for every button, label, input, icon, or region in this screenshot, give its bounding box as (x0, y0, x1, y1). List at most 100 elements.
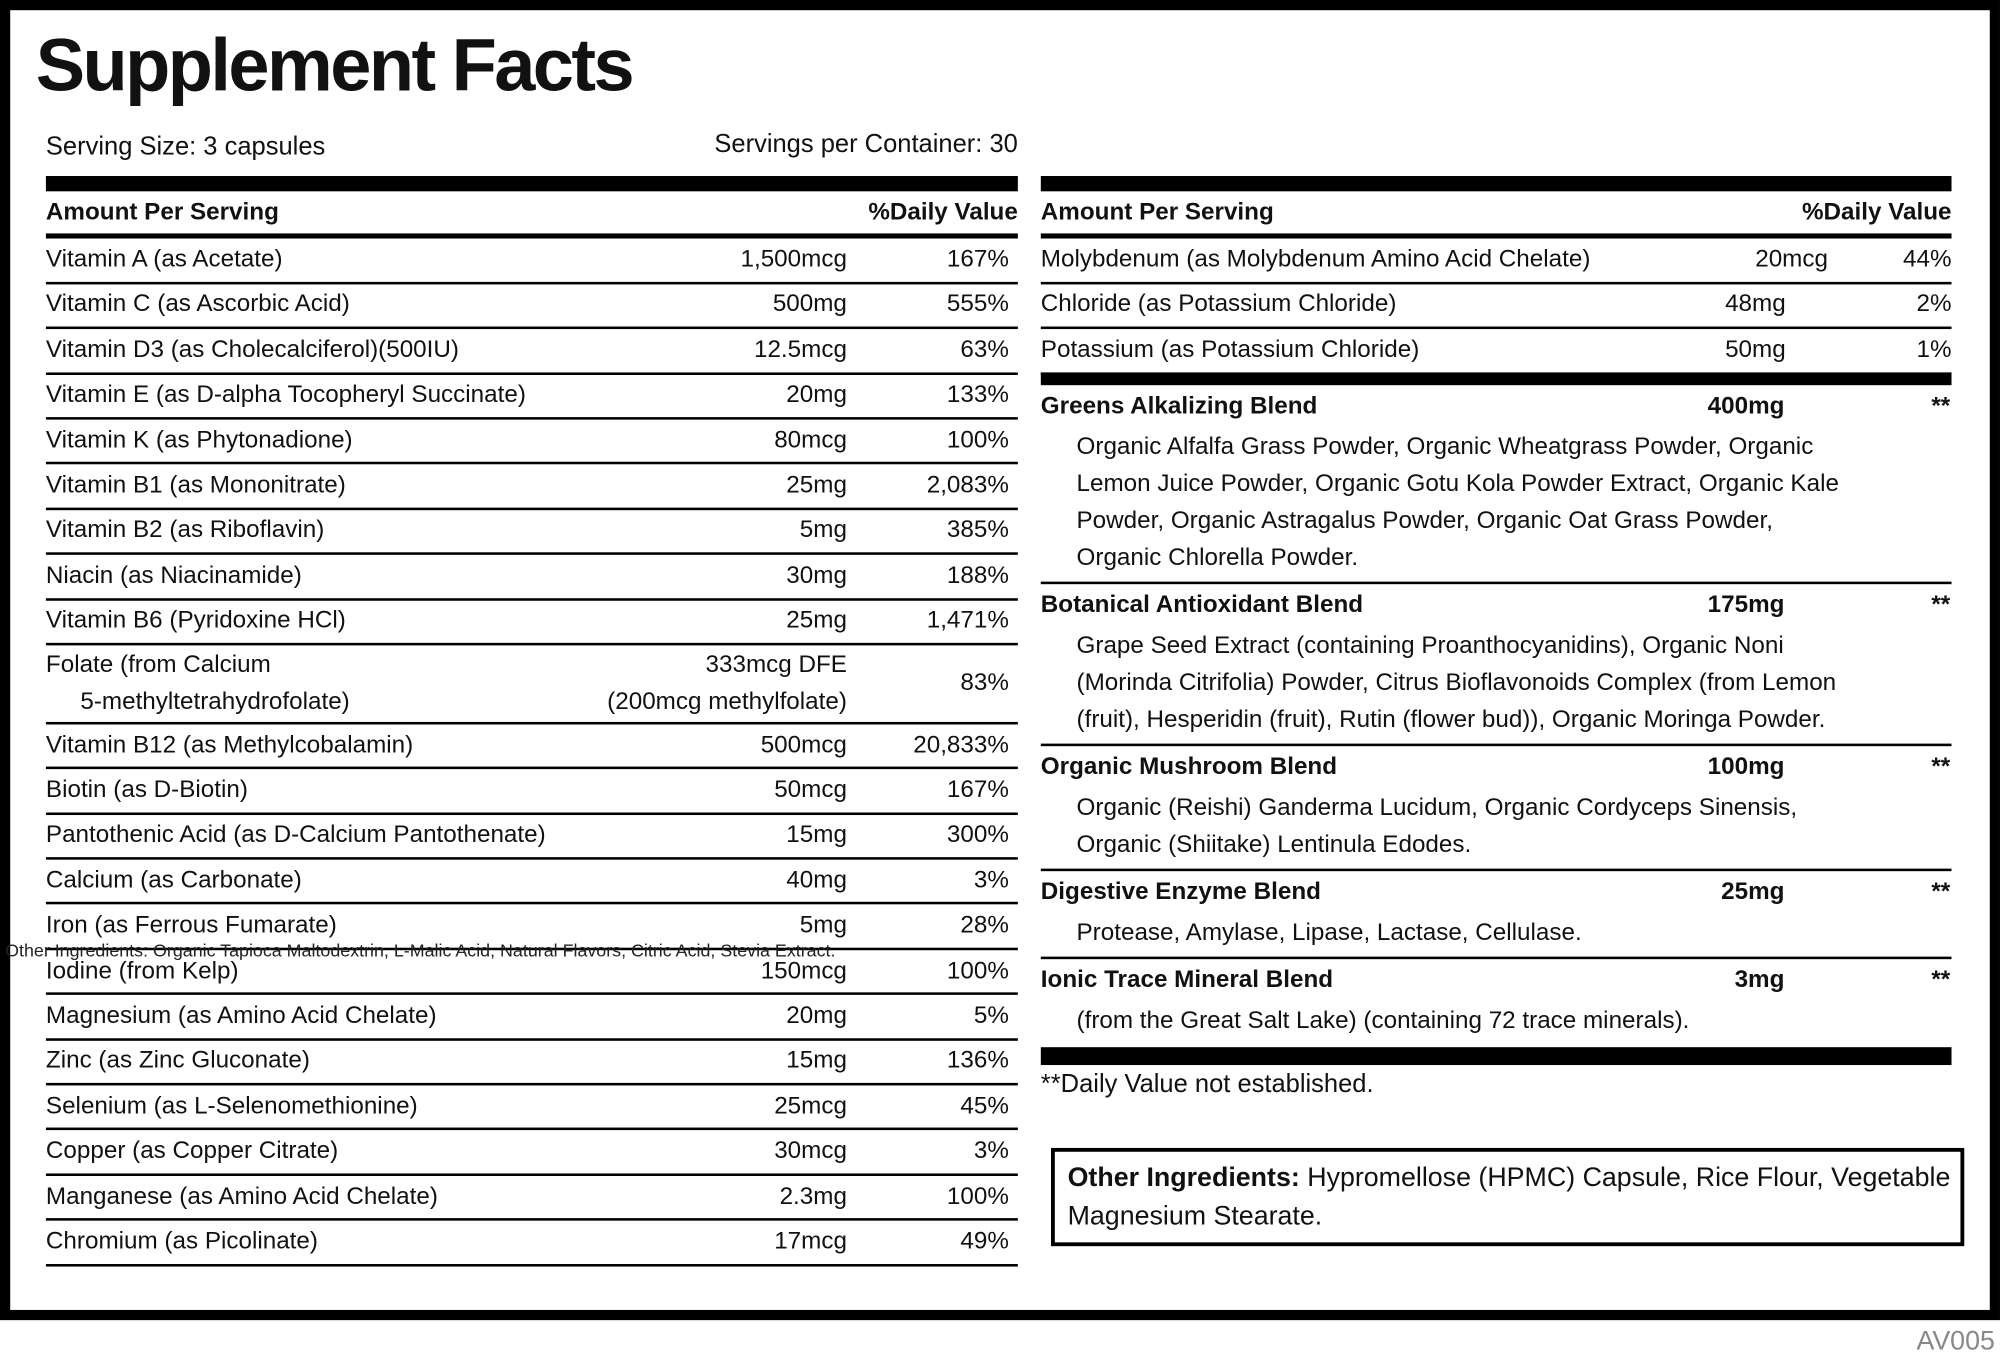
nutrient-name: Vitamin E (as D-alpha Tocopheryl Succina… (45, 381, 526, 409)
nutrient-dv: 100% (946, 957, 1009, 985)
blend: Digestive Enzyme Blend 25mg ** Protease, Am… (1040, 871, 1952, 959)
nutrient-name: Magnesium (as Amino Acid Chelate) (45, 1002, 437, 1030)
nutrient-dv: 44% (1903, 246, 1952, 274)
serving-size: Serving Size: 3 capsules (45, 132, 326, 161)
nutrient-dv: 28% (960, 912, 1009, 939)
nutrient-row: Vitamin B1 (as Mononitrate) 25mg 2,083% (45, 465, 1018, 510)
nutrient-dv: 133% (946, 381, 1009, 409)
nutrient-row: Vitamin D3 (as Cholecalciferol)(500IU) 12… (45, 329, 1018, 375)
nutrient-row: Iron (as Ferrous Fumarate) 5mg 28% (45, 905, 1018, 951)
nutrient-row: Selenium (as L-Selenomethionine) 25mcg 45% (45, 1085, 1018, 1131)
nutrient-row: Vitamin A (as Acetate) 1,500mcg 167% (45, 239, 1018, 285)
blend-name: Ionic Trace Mineral Blend (1040, 966, 1334, 994)
blend-header: Greens Alkalizing Blend 400mg ** (1041, 385, 1952, 428)
nutrient-dv: 45% (960, 1092, 1009, 1120)
blend-amount: 25mg (1721, 878, 1785, 906)
product-code: AV005 (1916, 1326, 1995, 1356)
blend-description: Organic (Reishi) Ganderma Lucidum, Organ… (1076, 794, 1798, 858)
nutrient-amount: 20mcg (1755, 246, 1828, 274)
blend-name: Organic Mushroom Blend (1040, 753, 1338, 781)
thick-rule (1040, 371, 1952, 385)
nutrient-name: Calcium (as Carbonate) (45, 867, 302, 894)
nutrient-amount: 20mg (786, 381, 847, 409)
nutrient-name: Biotin (as D-Biotin) (45, 776, 248, 804)
nutrient-dv: 2% (1916, 291, 1952, 319)
nutrient-name: Pantothenic Acid (as D-Calcium Pantothen… (45, 821, 546, 849)
nutrient-name: Niacin (as Niacinamide) (45, 562, 302, 590)
blend: Organic Mushroom Blend 100mg ** Organic (Re… (1040, 746, 1952, 871)
blend-amount: 3mg (1734, 966, 1785, 994)
daily-value-header: %Daily Value (1801, 198, 1952, 226)
footnote: **Daily Value not established. (1040, 1069, 1374, 1098)
nutrient-row: Magnesium (as Amino Acid Chelate) 20mg 5% (45, 995, 1018, 1041)
nutrient-amount: 25mcg (774, 1092, 847, 1120)
nutrient-dv: 83% (960, 669, 1009, 697)
blend-description: Grape Seed Extract (containing Proanthoc… (1076, 632, 1837, 733)
nutrient-amount: 333mcg DFE (200mcg methylfolate) (592, 645, 847, 722)
nutrient-row: Iodine (from Kelp) 150mcg 100% (45, 950, 1018, 996)
nutrient-row: Copper (as Copper Citrate) 30mcg 3% (45, 1131, 1018, 1176)
nutrient-dv: 5% (973, 1002, 1009, 1030)
nutrient-amount: 500mcg (760, 731, 847, 759)
nutrient-amount: 30mcg (774, 1137, 847, 1165)
blend: Greens Alkalizing Blend 400mg ** Organic Al… (1040, 385, 1952, 584)
nutrient-amount: 50mg (1725, 336, 1786, 364)
nutrient-row: Calcium (as Carbonate) 40mg 3% (45, 860, 1018, 905)
nutrient-name: Selenium (as L-Selenomethionine) (45, 1092, 418, 1120)
nutrient-row: Vitamin B12 (as Methylcobalamin) 500mcg 20… (45, 724, 1018, 770)
nutrient-name: Vitamin B12 (as Methylcobalamin) (45, 731, 414, 759)
nutrient-name: Chromium (as Picolinate) (45, 1228, 318, 1255)
nutrient-dv: 3% (973, 867, 1009, 894)
nutrient-dv: 20,833% (913, 731, 1009, 759)
nutrient-dv: 167% (946, 776, 1009, 804)
nutrient-dv: 2,083% (926, 471, 1009, 499)
nutrient-name: Vitamin K (as Phytonadione) (45, 426, 353, 454)
nutrient-dv: 1,471% (926, 607, 1009, 635)
nutrient-row: Molybdenum (as Molybdenum Amino Acid Che… (1040, 239, 1952, 285)
label-frame (0, 0, 2000, 1321)
nutrient-dv: 300% (946, 821, 1009, 849)
nutrient-name: Molybdenum (as Molybdenum Amino Acid Che… (1040, 246, 1591, 274)
nutrient-dv: 167% (946, 246, 1009, 274)
blend: Botanical Antioxidant Blend 175mg ** Grape … (1040, 584, 1952, 746)
amount-per-serving: Amount Per Serving (1040, 198, 1274, 226)
nutrient-name: Vitamin D3 (as Cholecalciferol)(500IU) (45, 336, 459, 364)
other-ingredients-text: Hypromellose (HPMC) Capsule, Rice Flour,… (1067, 1162, 1951, 1231)
nutrient-dv: 188% (946, 562, 1009, 590)
nutrient-dv: 1% (1916, 336, 1952, 364)
nutrient-name: Manganese (as Amino Acid Chelate) (45, 1183, 438, 1210)
nutrient-row: Vitamin E (as D-alpha Tocopheryl Succina… (45, 374, 1018, 420)
nutrient-amount: 40mg (786, 867, 847, 894)
nutrient-dv: 49% (960, 1228, 1009, 1255)
nutrient-row: Vitamin B2 (as Riboflavin) 5mg 385% (45, 510, 1018, 556)
nutrient-amount: 50mcg (774, 776, 847, 804)
overlay-text: Other Ingredients: Organic Tapioca Malto… (5, 940, 836, 961)
nutrient-name: Copper (as Copper Citrate) (45, 1137, 339, 1165)
thick-rule (1040, 176, 1952, 192)
nutrient-amount: 15mg (786, 1047, 847, 1075)
nutrient-row: Chloride (as Potassium Chloride) 48mg 2% (1040, 284, 1952, 330)
nutrient-amount: 80mcg (774, 426, 847, 454)
nutrient-row: Zinc (as Zinc Gluconate) 15mg 136% (45, 1040, 1018, 1086)
blend-dv: ** (1931, 966, 1951, 994)
nutrient-name: Potassium (as Potassium Chloride) (1040, 336, 1420, 364)
nutrient-amount: 5mg (799, 517, 847, 544)
nutrient-name: Iron (as Ferrous Fumarate) (45, 912, 337, 939)
blend-amount: 400mg (1707, 392, 1785, 420)
blend-dv: ** (1931, 392, 1951, 420)
nutrient-name: Vitamin B2 (as Riboflavin) (45, 517, 325, 544)
thick-rule (1040, 1046, 1952, 1065)
table-header: Amount Per Serving %Daily Value (1040, 191, 1952, 240)
nutrient-amount: 48mg (1725, 291, 1786, 319)
other-ingredients-box: Other Ingredients: Hypromellose (HPMC) C… (1051, 1147, 1965, 1247)
amount-per-serving: Amount Per Serving (45, 198, 279, 226)
nutrient-amount: 25mg (786, 471, 847, 499)
nutrient-amount: 1,500mcg (740, 246, 847, 274)
blend-name: Greens Alkalizing Blend (1040, 392, 1318, 420)
nutrient-dv: 555% (946, 291, 1009, 319)
nutrient-amount: 150mcg (760, 957, 847, 985)
blend-description: Organic Alfalfa Grass Powder, Organic Wh… (1076, 433, 1839, 571)
blend: Ionic Trace Mineral Blend 3mg ** (from the … (1041, 959, 1952, 1044)
servings-per-container: Servings per Container: 30 (714, 130, 1018, 159)
